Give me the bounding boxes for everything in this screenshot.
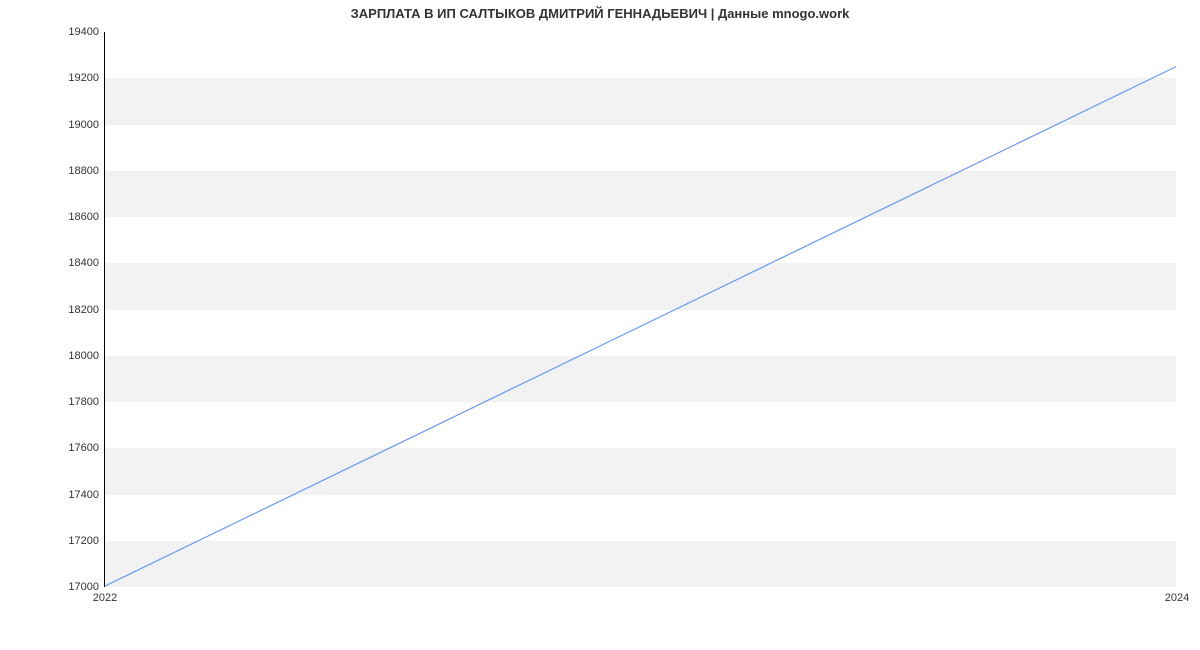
line-layer [105,32,1176,586]
chart-container: ЗАРПЛАТА В ИП САЛТЫКОВ ДМИТРИЙ ГЕННАДЬЕВ… [0,0,1200,650]
y-tick-label: 18800 [68,165,99,177]
chart-title: ЗАРПЛАТА В ИП САЛТЫКОВ ДМИТРИЙ ГЕННАДЬЕВ… [0,6,1200,21]
y-tick-label: 18600 [68,211,99,223]
series-line [105,67,1176,586]
y-tick-label: 18400 [68,257,99,269]
y-tick-label: 18200 [68,304,99,316]
y-tick-label: 19000 [68,119,99,131]
y-tick-label: 19400 [68,26,99,38]
x-tick-label: 2022 [93,592,117,604]
y-tick-label: 18000 [68,350,99,362]
y-tick-label: 19200 [68,72,99,84]
y-tick-label: 17800 [68,396,99,408]
plot-area: 1700017200174001760017800180001820018400… [104,32,1176,587]
x-tick-label: 2024 [1165,592,1189,604]
y-tick-label: 17600 [68,442,99,454]
y-tick-label: 17400 [68,489,99,501]
y-tick-label: 17200 [68,535,99,547]
